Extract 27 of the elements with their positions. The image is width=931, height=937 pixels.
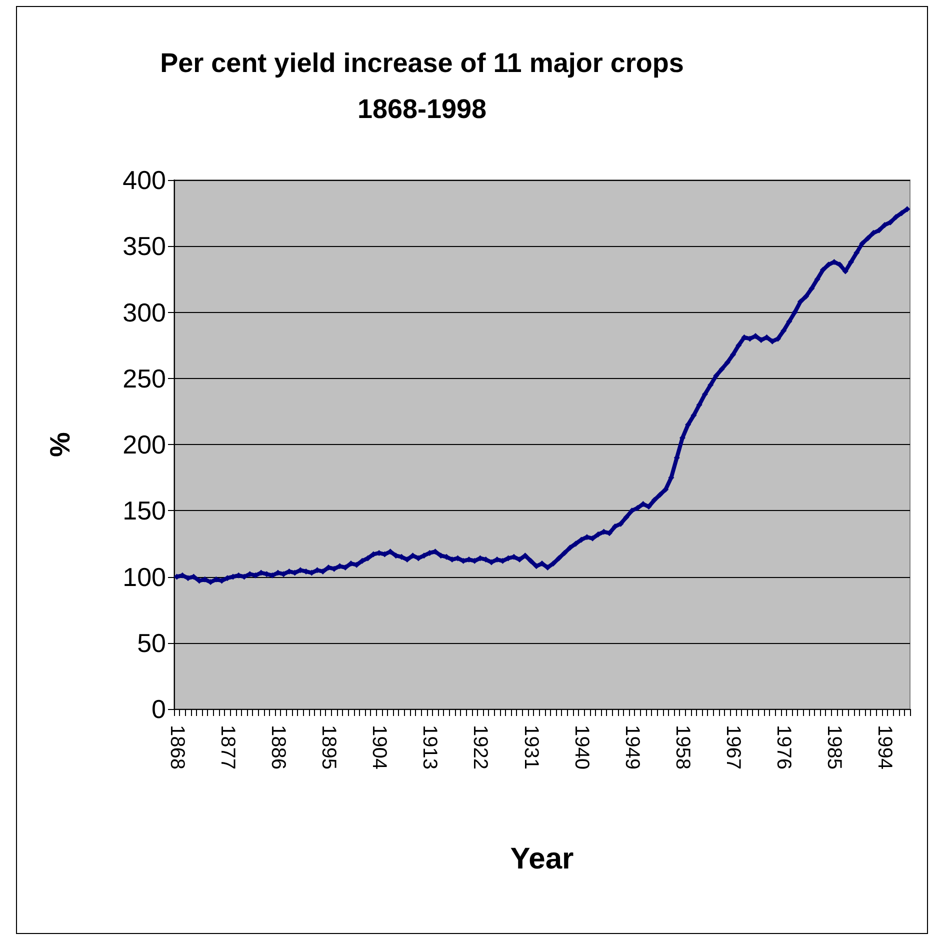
x-tick-label: 1976 [772,725,795,770]
x-tick-label: 1913 [418,725,441,770]
y-tick-label: 100 [122,562,166,592]
y-tick-label: 300 [122,297,166,328]
y-axis-title: % [44,432,76,457]
y-tick-label: 0 [152,694,166,724]
x-tick-label: 1958 [671,725,694,770]
y-tick-label: 250 [122,363,166,394]
x-tick-label: 1994 [874,725,896,770]
x-tick-label: 1877 [216,725,238,770]
y-tick-label: 200 [122,430,166,460]
x-tick-label: 1886 [266,725,289,770]
x-tick-label: 1904 [368,725,390,770]
y-tick-label: 350 [122,231,166,262]
x-tick-label: 1922 [469,725,492,770]
x-axis-title: Year [510,842,574,876]
x-tick-label: 1940 [570,725,592,770]
y-tick-label: 400 [122,165,166,195]
x-tick-label: 1967 [722,725,744,770]
x-tick-label: 1931 [520,725,542,770]
x-tick-label: 1868 [166,725,188,770]
y-tick-label: 50 [137,628,166,658]
chart-title: Per cent yield increase of 11 major crops 1868-1998 [160,48,684,124]
y-tick-label: 150 [122,496,166,526]
x-tick-label: 1895 [318,725,340,770]
x-tick-label: 1949 [620,725,643,770]
x-tick-label: 1985 [823,725,846,770]
